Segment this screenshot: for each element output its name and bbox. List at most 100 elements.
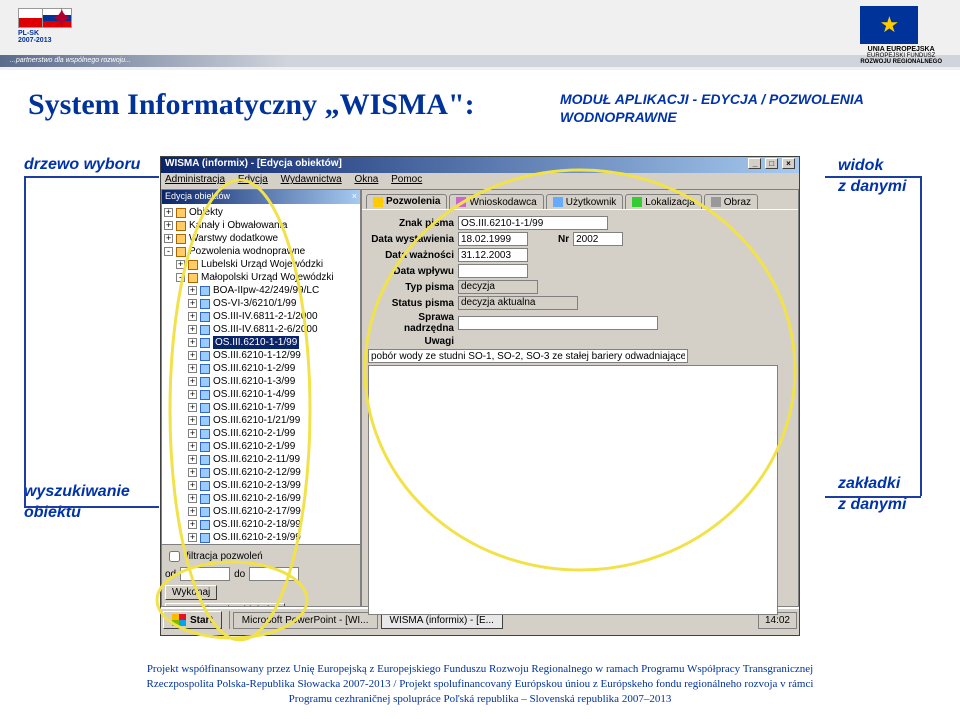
menu-item[interactable]: Edycja bbox=[238, 174, 268, 185]
tree-item[interactable]: +Obiekty bbox=[164, 206, 358, 219]
connector-line bbox=[920, 176, 922, 496]
execute-button[interactable]: Wykonaj bbox=[165, 585, 217, 600]
tab-icon bbox=[553, 197, 563, 207]
tree-item[interactable]: -Małopolski Urząd Wojewódzki bbox=[164, 271, 358, 284]
status-value: decyzja aktualna bbox=[458, 296, 578, 310]
menu-item[interactable]: Okna bbox=[354, 174, 378, 185]
tab-wnioskodawca[interactable]: Wnioskodawca bbox=[449, 194, 543, 209]
tree-item[interactable]: +Warstwy dodatkowe bbox=[164, 232, 358, 245]
app-titlebar[interactable]: WISMA (informix) - [Edycja obiektów] _ □… bbox=[161, 157, 799, 173]
expand-icon[interactable]: + bbox=[188, 507, 197, 516]
menu-item[interactable]: Administracja bbox=[165, 174, 225, 185]
expand-icon[interactable]: + bbox=[176, 260, 185, 269]
app-title-text: WISMA (informix) - [Edycja obiektów] bbox=[165, 158, 342, 172]
tree-item[interactable]: +OS.III.6210-1-12/99 bbox=[164, 349, 358, 362]
expand-icon[interactable]: + bbox=[188, 286, 197, 295]
tree-item-label: OS.III.6210-1-2/99 bbox=[213, 362, 295, 375]
expand-icon[interactable]: + bbox=[188, 455, 197, 464]
tree-titlebar[interactable]: Edycja obiektów × bbox=[162, 190, 360, 204]
date-from-input[interactable] bbox=[180, 567, 230, 581]
tree-item[interactable]: + Kanały i Obwałowania bbox=[164, 219, 358, 232]
expand-icon[interactable]: + bbox=[188, 494, 197, 503]
tree-item[interactable]: + OS.III.6210-2-16/99 bbox=[164, 492, 358, 505]
document-icon bbox=[200, 286, 210, 296]
notes-area[interactable] bbox=[368, 365, 778, 615]
document-icon bbox=[200, 390, 210, 400]
expand-icon[interactable]: + bbox=[188, 481, 197, 490]
document-icon bbox=[200, 299, 210, 309]
tree-item[interactable]: +BOA-IIpw-42/249/99/LC bbox=[164, 284, 358, 297]
expand-icon[interactable]: + bbox=[188, 364, 197, 373]
tree-item[interactable]: +OS.III-IV.6811-2-6/2000 bbox=[164, 323, 358, 336]
data-wyst-input[interactable] bbox=[458, 232, 528, 246]
document-icon bbox=[200, 507, 210, 517]
expand-icon[interactable]: + bbox=[188, 442, 197, 451]
data-wpl-input[interactable] bbox=[458, 264, 528, 278]
tree-item[interactable]: + OS.III.6210-1-2/99 bbox=[164, 362, 358, 375]
tree-item[interactable]: +OS.III.6210-2-12/99 bbox=[164, 466, 358, 479]
expand-icon[interactable]: + bbox=[188, 429, 197, 438]
search-objects-button[interactable]: Wyszukiwanie obiektów bbox=[165, 603, 285, 607]
taskbar-item[interactable]: Microsoft PowerPoint - [WI... bbox=[233, 612, 378, 629]
tab-użytkownik[interactable]: Użytkownik bbox=[546, 194, 624, 209]
tab-obraz[interactable]: Obraz bbox=[704, 194, 758, 209]
filter-checkbox[interactable]: filtracja pozwoleń bbox=[165, 548, 357, 565]
tree-item[interactable]: +OS.III.6210-1-7/99 bbox=[164, 401, 358, 414]
tree-item[interactable]: +OS.III.6210-2-11/99 bbox=[164, 453, 358, 466]
expand-icon[interactable]: + bbox=[188, 416, 197, 425]
tree-item[interactable]: +Lubelski Urząd Wojewódzki bbox=[164, 258, 358, 271]
filter-checkbox-input[interactable] bbox=[169, 551, 180, 562]
tree-item-label: OS.III.6210-1-1/99 bbox=[213, 336, 299, 349]
maximize-button[interactable]: □ bbox=[765, 158, 778, 169]
expand-icon[interactable]: + bbox=[188, 403, 197, 412]
expand-icon[interactable]: + bbox=[188, 377, 197, 386]
expand-icon[interactable]: + bbox=[188, 338, 197, 347]
tree-item[interactable]: +OS.III-IV.6811-2-1/2000 bbox=[164, 310, 358, 323]
tree-item[interactable]: +OS-VI-3/6210/1/99 bbox=[164, 297, 358, 310]
expand-icon[interactable]: + bbox=[188, 520, 197, 529]
expand-icon[interactable]: + bbox=[164, 221, 173, 230]
expand-icon[interactable]: - bbox=[176, 273, 185, 282]
tree-item[interactable]: +OS.III.6210-2-13/99 bbox=[164, 479, 358, 492]
tab-lokalizacja[interactable]: Lokalizacja bbox=[625, 194, 701, 209]
tree-item[interactable]: +OS.III.6210-1/21/99 bbox=[164, 414, 358, 427]
tree-item[interactable]: +OS.III.6210-2-18/99 bbox=[164, 518, 358, 531]
start-button[interactable]: Start bbox=[163, 611, 222, 629]
tab-pozwolenia[interactable]: Pozwolenia bbox=[366, 194, 447, 209]
menu-item[interactable]: Pomoc bbox=[391, 174, 422, 185]
uwagi-input[interactable] bbox=[368, 349, 688, 363]
expand-icon[interactable]: - bbox=[164, 247, 173, 256]
tree-close-icon[interactable]: × bbox=[352, 191, 357, 203]
field-label: Znak pisma bbox=[368, 218, 458, 229]
date-to-input[interactable] bbox=[249, 567, 299, 581]
expand-icon[interactable]: + bbox=[188, 299, 197, 308]
tree-item[interactable]: +OS.III.6210-2-19/99 bbox=[164, 531, 358, 544]
close-button[interactable]: × bbox=[782, 158, 795, 169]
expand-icon[interactable]: + bbox=[164, 234, 173, 243]
nr-input[interactable] bbox=[573, 232, 623, 246]
expand-icon[interactable]: + bbox=[164, 208, 173, 217]
tree-item-label: OS.III.6210-2-16/99 bbox=[213, 492, 301, 505]
expand-icon[interactable]: + bbox=[188, 325, 197, 334]
expand-icon[interactable]: + bbox=[188, 533, 197, 542]
tree-item-label: Kanały i Obwałowania bbox=[189, 219, 287, 232]
znak-input[interactable] bbox=[458, 216, 608, 230]
tree-item[interactable]: +OS.III.6210-2-17/99 bbox=[164, 505, 358, 518]
tree-item[interactable]: -Pozwolenia wodnoprawne bbox=[164, 245, 358, 258]
sprawa-input[interactable] bbox=[458, 316, 658, 330]
tree-item[interactable]: +OS.III.6210-2-1/99 bbox=[164, 427, 358, 440]
expand-icon[interactable]: + bbox=[188, 351, 197, 360]
expand-icon[interactable]: + bbox=[188, 468, 197, 477]
data-waz-input[interactable] bbox=[458, 248, 528, 262]
tree-item[interactable]: +OS.III.6210-1-3/99 bbox=[164, 375, 358, 388]
tree-list[interactable]: +Obiekty+Kanały i Obwałowania+Warstwy do… bbox=[162, 204, 360, 598]
document-icon bbox=[200, 481, 210, 491]
expand-icon[interactable]: + bbox=[188, 312, 197, 321]
expand-icon[interactable]: + bbox=[188, 390, 197, 399]
tree-item[interactable]: + OS.III.6210-1-1/99 bbox=[164, 336, 358, 349]
folder-icon bbox=[176, 221, 186, 231]
tree-item[interactable]: +OS.III.6210-1-4/99 bbox=[164, 388, 358, 401]
menu-item[interactable]: Wydawnictwa bbox=[281, 174, 342, 185]
minimize-button[interactable]: _ bbox=[748, 158, 761, 169]
tree-item[interactable]: +OS.III.6210-2-1/99 bbox=[164, 440, 358, 453]
